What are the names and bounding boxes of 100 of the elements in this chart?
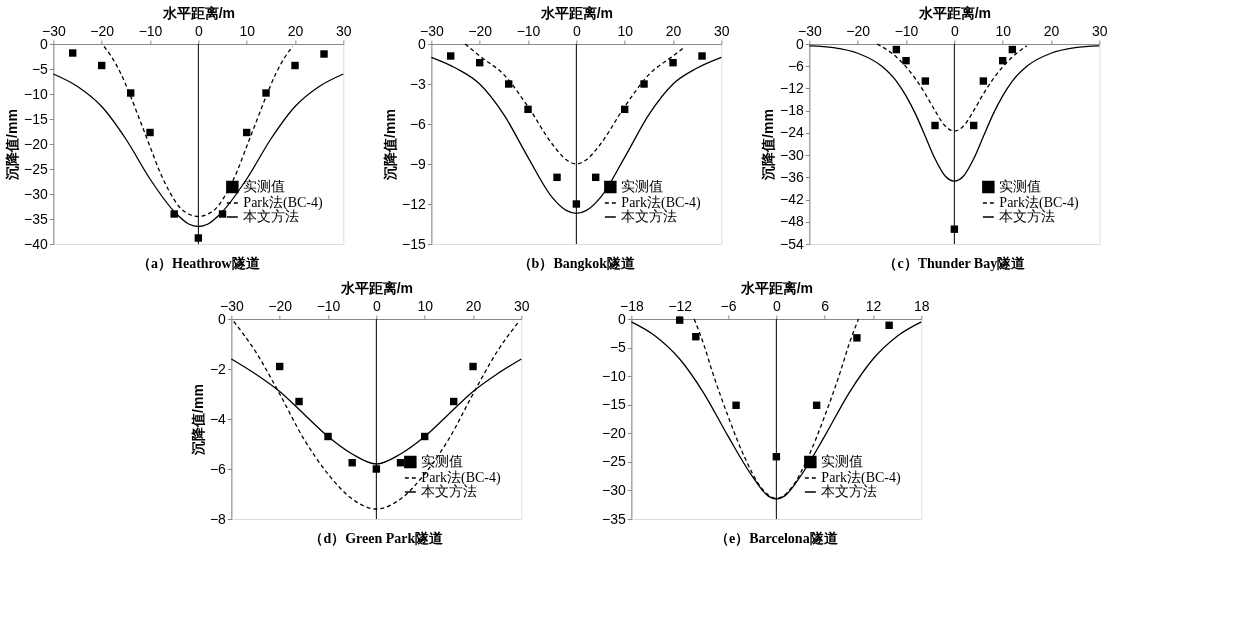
point xyxy=(921,77,930,85)
y-tick-label: −42 xyxy=(780,191,805,208)
point xyxy=(469,362,477,371)
y-tick-label: −20 xyxy=(602,424,627,441)
point xyxy=(979,77,988,85)
y-tick-label: −15 xyxy=(402,235,427,252)
x-tick-label: −10 xyxy=(894,22,919,39)
x-tick-label: 12 xyxy=(865,297,882,314)
point xyxy=(170,210,178,218)
y-tick-label: −6 xyxy=(787,57,805,74)
y-tick-label: −12 xyxy=(402,195,427,212)
x-tick-label: 18 xyxy=(914,297,930,314)
point xyxy=(675,316,684,324)
x-tick-label: −10 xyxy=(516,22,541,39)
point xyxy=(698,52,706,60)
y-tick-label: −25 xyxy=(602,453,627,470)
x-tick-label: −20 xyxy=(90,22,115,39)
y-tick-label: −35 xyxy=(602,510,627,527)
x-tick-label: 30 xyxy=(714,22,730,39)
x-tick-label: 6 xyxy=(821,297,830,314)
x-tick-label: −20 xyxy=(268,297,293,314)
point xyxy=(902,56,910,65)
y-tick-label: −40 xyxy=(24,235,49,252)
text: （e）Barcelona隧道 xyxy=(715,531,839,546)
x-tick-label: 10 xyxy=(239,22,256,39)
point xyxy=(295,397,303,406)
legend-label: 本文方法 xyxy=(243,209,300,224)
point xyxy=(504,80,513,88)
y-tick-label: −5 xyxy=(609,339,627,356)
y-tick-label: −18 xyxy=(780,102,805,119)
x-tick-label: −20 xyxy=(468,22,493,39)
x-axis-title: 水平距离/m xyxy=(917,4,992,21)
point xyxy=(146,128,154,137)
x-tick-label: −6 xyxy=(720,297,737,314)
x-tick-label: −20 xyxy=(846,22,871,39)
x-axis-title: 水平距离/m xyxy=(539,4,614,21)
legend-label: 实测值 xyxy=(621,179,664,194)
legend-label: 本文方法 xyxy=(621,209,678,224)
y-tick-label: −20 xyxy=(24,135,49,152)
x-tick-label: 30 xyxy=(336,22,352,39)
y-axis-title: 沉降值/mm xyxy=(4,109,21,181)
y-tick-label: −10 xyxy=(602,367,627,384)
point xyxy=(262,89,270,97)
point xyxy=(640,80,648,88)
x-tick-label: 30 xyxy=(514,297,530,314)
legend-label: 本文方法 xyxy=(421,484,478,499)
x-tick-label: 0 xyxy=(194,22,203,39)
y-tick-label: −9 xyxy=(409,155,427,172)
y-axis-title: 沉降值/mm xyxy=(382,109,399,181)
y-tick-label: −5 xyxy=(31,60,49,77)
x-tick-label: 20 xyxy=(665,22,682,39)
point xyxy=(931,121,939,130)
y-tick-label: 0 xyxy=(418,35,427,52)
point xyxy=(291,61,299,70)
y-tick-label: −3 xyxy=(409,75,427,92)
y-tick-label: −24 xyxy=(780,124,805,141)
point xyxy=(885,321,893,329)
x-tick-label: 20 xyxy=(465,297,482,314)
text: （a）Heathrow隧道 xyxy=(137,256,261,271)
y-tick-label: 0 xyxy=(796,35,805,52)
y-tick-label: −25 xyxy=(24,160,49,177)
x-tick-label: 0 xyxy=(950,22,959,39)
y-tick-label: −6 xyxy=(409,115,427,132)
point xyxy=(553,173,561,182)
y-tick-label: 0 xyxy=(40,35,49,52)
point xyxy=(669,58,677,67)
y-tick-label: −48 xyxy=(780,213,805,230)
y-tick-label: −4 xyxy=(209,410,227,427)
x-tick-label: 0 xyxy=(572,22,581,39)
legend-label: 实测值 xyxy=(999,179,1042,194)
text: （d）Green Park隧道 xyxy=(309,531,445,546)
point xyxy=(524,105,532,114)
y-axis-title: 沉降值/mm xyxy=(189,384,206,456)
y-tick-label: −30 xyxy=(602,481,627,498)
x-tick-label: 20 xyxy=(1043,22,1060,39)
y-tick-label: −35 xyxy=(24,210,49,227)
legend-label: 实测值 xyxy=(421,454,464,469)
x-tick-label: 10 xyxy=(417,297,434,314)
point xyxy=(446,52,455,60)
legend-label: 实测值 xyxy=(243,179,286,194)
x-axis-title: 水平距离/m xyxy=(739,279,814,296)
y-tick-label: −15 xyxy=(602,396,627,413)
text: （c）Thunder Bay隧道 xyxy=(883,256,1027,271)
point xyxy=(68,49,77,57)
y-tick-label: −6 xyxy=(209,460,227,477)
point xyxy=(853,334,861,342)
y-tick-label: −10 xyxy=(24,85,49,102)
x-tick-label: 10 xyxy=(617,22,634,39)
x-tick-label: 20 xyxy=(287,22,304,39)
point xyxy=(732,401,740,409)
point xyxy=(320,50,328,58)
x-tick-label: −10 xyxy=(138,22,163,39)
y-tick-label: −8 xyxy=(209,510,227,527)
y-tick-label: 0 xyxy=(618,310,627,327)
y-tick-label: −54 xyxy=(780,235,805,252)
x-tick-label: −12 xyxy=(668,297,693,314)
point xyxy=(348,459,356,467)
y-tick-label: −2 xyxy=(209,360,227,377)
point xyxy=(692,333,700,341)
legend-label: 实测值 xyxy=(821,454,864,469)
